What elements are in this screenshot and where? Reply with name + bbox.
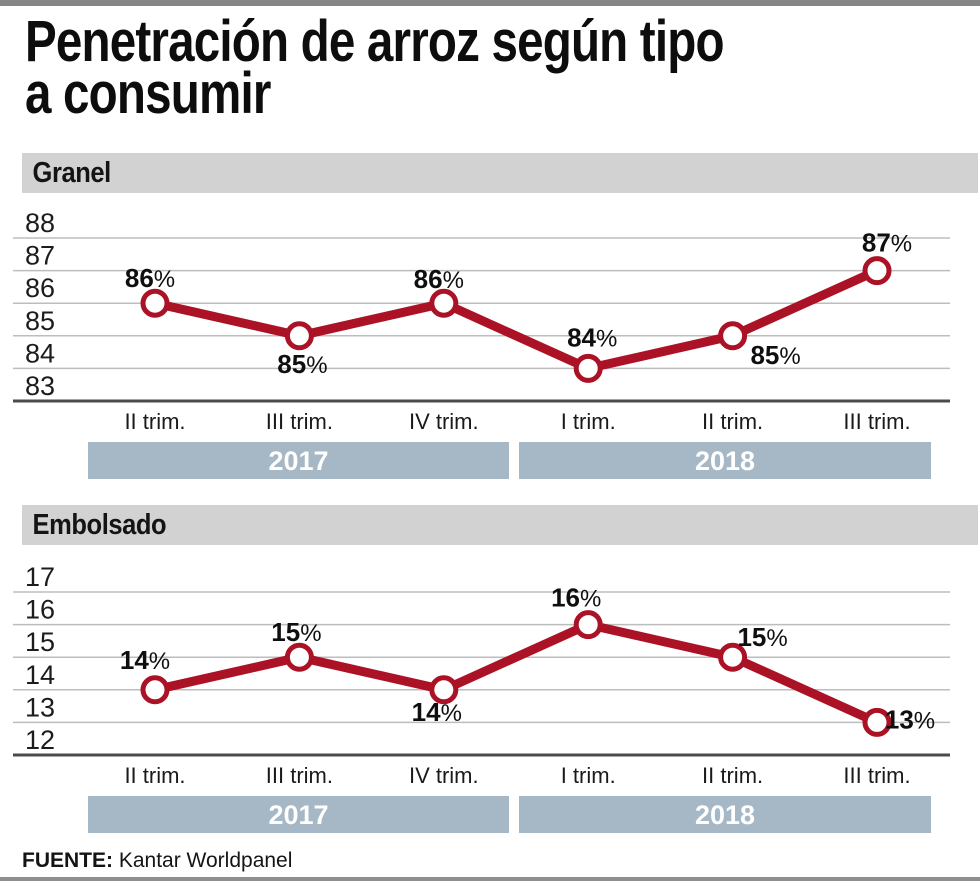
bottom-border [0, 877, 980, 881]
section-header-granel-label: Granel [32, 156, 112, 189]
data-line [154, 620, 879, 727]
y-tick-label: 14 [25, 660, 55, 690]
data-point [573, 610, 603, 640]
y-tick-label: 87 [25, 241, 55, 271]
y-tick-label: 12 [25, 725, 55, 755]
y-tick-label: 16 [25, 595, 55, 625]
year-bar [88, 442, 509, 479]
y-tick-label: 86 [25, 273, 55, 303]
data-line [154, 266, 879, 373]
data-point [429, 288, 459, 318]
y-tick-label: 84 [25, 338, 55, 368]
x-tick-label: II trim. [124, 409, 185, 434]
data-label: 14% [412, 697, 462, 727]
year-bar-label: 2018 [695, 800, 755, 830]
data-label: 15% [737, 622, 787, 652]
page-title-line2: a consumir [25, 61, 271, 126]
source-note: FUENTE: Kantar Worldpanel [22, 849, 292, 873]
source-text: Kantar Worldpanel [118, 849, 293, 872]
data-point [284, 321, 314, 351]
y-tick-label: 13 [25, 692, 55, 722]
data-point [573, 353, 603, 383]
data-label: 85% [277, 349, 327, 379]
data-label: 14% [120, 645, 170, 675]
data-label: 16% [551, 583, 601, 613]
data-point [718, 321, 748, 351]
data-label: 85% [750, 340, 800, 370]
page-title: Penetración de arroz según tipo a consum… [25, 13, 725, 123]
data-point [140, 288, 170, 318]
section-header-embolsado: Embolsado [22, 505, 978, 545]
x-tick-label: I trim. [561, 763, 616, 788]
year-bar-label: 2018 [695, 446, 755, 476]
source-label: FUENTE: [22, 849, 113, 872]
y-tick-label: 85 [25, 306, 55, 336]
data-label: 86% [414, 264, 464, 294]
data-label: 87% [862, 228, 912, 258]
section-header-granel: Granel [22, 153, 978, 193]
y-tick-label: 17 [25, 562, 55, 592]
year-bar-label: 2017 [268, 446, 328, 476]
x-tick-label: II trim. [124, 763, 185, 788]
page-title-line1: Penetración de arroz según tipo [25, 9, 725, 74]
data-point [718, 642, 748, 672]
data-label: 13% [885, 704, 935, 734]
data-point [862, 256, 892, 286]
year-bar [519, 796, 931, 833]
y-tick-label: 83 [25, 371, 55, 401]
data-point [862, 707, 892, 737]
y-tick-label: 88 [25, 208, 55, 238]
top-border [0, 0, 980, 6]
x-tick-label: IV trim. [409, 409, 479, 434]
year-bar [519, 442, 931, 479]
y-tick-label: 15 [25, 627, 55, 657]
data-label: 84% [567, 322, 617, 352]
x-tick-label: III trim. [266, 763, 333, 788]
x-tick-label: I trim. [561, 409, 616, 434]
section-header-embolsado-label: Embolsado [32, 508, 167, 541]
x-tick-label: IV trim. [409, 763, 479, 788]
data-point [140, 675, 170, 705]
year-bar-label: 2017 [268, 800, 328, 830]
data-point [429, 675, 459, 705]
year-bar [88, 796, 509, 833]
x-tick-label: III trim. [266, 409, 333, 434]
x-tick-label: II trim. [702, 409, 763, 434]
data-label: 15% [271, 617, 321, 647]
x-tick-label: III trim. [843, 763, 910, 788]
x-tick-label: II trim. [702, 763, 763, 788]
x-tick-label: III trim. [843, 409, 910, 434]
data-label: 86% [125, 263, 175, 293]
data-point [284, 642, 314, 672]
